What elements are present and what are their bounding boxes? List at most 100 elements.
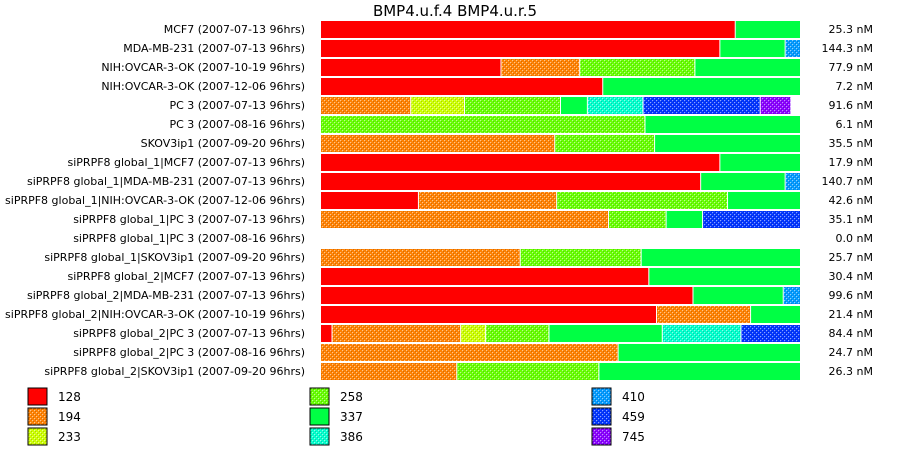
bar-segment-128[interactable]: [321, 268, 649, 285]
bar-segment-233[interactable]: [461, 325, 486, 342]
row-total: 25.7 nM: [829, 251, 873, 264]
bar-segment-258[interactable]: [465, 97, 560, 114]
bar-segment-337[interactable]: [701, 173, 785, 190]
row-total: 35.1 nM: [829, 213, 873, 226]
bar-segment-194[interactable]: [321, 135, 555, 152]
legend-swatch-745: [591, 427, 612, 446]
row-label: NIH:OVCAR-3-OK (2007-12-06 96hrs): [101, 80, 305, 93]
bar-segment-194[interactable]: [321, 97, 411, 114]
bar-segment-410[interactable]: [785, 40, 800, 57]
bar-segment-337[interactable]: [735, 21, 800, 38]
legend-swatch-386: [309, 427, 330, 446]
bar-segment-194[interactable]: [321, 363, 457, 380]
bar-segment-337[interactable]: [641, 249, 800, 266]
row-total: 30.4 nM: [829, 270, 873, 283]
bar-segment-128[interactable]: [321, 59, 501, 76]
bar-segment-386[interactable]: [662, 325, 741, 342]
row-label: siPRPF8 global_1|PC 3 (2007-07-13 96hrs): [73, 213, 305, 226]
bar-segment-745[interactable]: [760, 97, 791, 114]
row-total: 0.0 nM: [836, 232, 873, 245]
bar-segment-194[interactable]: [657, 306, 751, 323]
legend-label-386: 386: [340, 430, 363, 444]
bar-segment-337[interactable]: [603, 78, 800, 95]
bar-segment-128[interactable]: [321, 173, 701, 190]
row-total: 144.3 nM: [822, 42, 873, 55]
bar-segment-337[interactable]: [561, 97, 587, 114]
row-label: siPRPF8 global_2|MDA-MB-231 (2007-07-13 …: [27, 289, 305, 302]
row-total: 21.4 nM: [829, 308, 873, 321]
row-total: 17.9 nM: [829, 156, 873, 169]
bar-segment-337[interactable]: [693, 287, 783, 304]
bar-segment-194[interactable]: [332, 325, 461, 342]
bar-segment-337[interactable]: [599, 363, 800, 380]
bar-segment-128[interactable]: [321, 325, 332, 342]
legend-swatch-337: [309, 407, 330, 426]
legend-swatch-194: [27, 407, 48, 426]
row-total: 99.6 nM: [829, 289, 873, 302]
legend-label-459: 459: [622, 410, 645, 424]
bar-segment-128[interactable]: [321, 40, 720, 57]
legend-swatch-128: [27, 387, 48, 406]
bar-segment-128[interactable]: [321, 78, 603, 95]
bar-segment-258[interactable]: [486, 325, 549, 342]
bar-segment-128[interactable]: [321, 287, 693, 304]
bar-segment-258[interactable]: [555, 135, 655, 152]
bar-segment-337[interactable]: [728, 192, 800, 209]
bar-segment-337[interactable]: [720, 40, 785, 57]
legend-swatch-459: [591, 407, 612, 426]
bar-segment-233[interactable]: [411, 97, 464, 114]
legend-swatch-410: [591, 387, 612, 406]
row-total: 26.3 nM: [829, 365, 873, 378]
row-label: siPRPF8 global_2|MCF7 (2007-07-13 96hrs): [68, 270, 306, 283]
bar-segment-459[interactable]: [741, 325, 800, 342]
bar-segment-337[interactable]: [549, 325, 662, 342]
bar-segment-337[interactable]: [655, 135, 800, 152]
bar-segment-194[interactable]: [501, 59, 580, 76]
bar-segment-194[interactable]: [321, 344, 618, 361]
bar-segment-194[interactable]: [321, 211, 608, 228]
row-label: siPRPF8 global_1|MCF7 (2007-07-13 96hrs): [68, 156, 306, 169]
bar-segment-128[interactable]: [321, 306, 656, 323]
legend-label-258: 258: [340, 390, 363, 404]
bar-segment-410[interactable]: [785, 173, 800, 190]
bar-segment-128[interactable]: [321, 192, 418, 209]
row-total: 84.4 nM: [829, 327, 873, 340]
row-total: 77.9 nM: [829, 61, 873, 74]
row-label: siPRPF8 global_2|SKOV3ip1 (2007-09-20 96…: [44, 365, 305, 378]
legend-label-410: 410: [622, 390, 645, 404]
bar-segment-258[interactable]: [580, 59, 695, 76]
bar-segment-386[interactable]: [587, 97, 643, 114]
bar-segment-258[interactable]: [321, 116, 645, 133]
bar-segment-459[interactable]: [643, 97, 760, 114]
bar-segment-337[interactable]: [720, 154, 800, 171]
bar-segment-194[interactable]: [418, 192, 557, 209]
row-label: PC 3 (2007-07-13 96hrs): [169, 99, 305, 112]
bar-segment-337[interactable]: [649, 268, 800, 285]
row-total: 42.6 nM: [829, 194, 873, 207]
bar-segment-128[interactable]: [321, 21, 735, 38]
bar-segment-258[interactable]: [520, 249, 641, 266]
bar-segment-128[interactable]: [321, 154, 720, 171]
row-total: 140.7 nM: [822, 175, 873, 188]
bar-segment-337[interactable]: [618, 344, 800, 361]
legend-label-745: 745: [622, 430, 645, 444]
legend-label-337: 337: [340, 410, 363, 424]
bar-segment-337[interactable]: [695, 59, 800, 76]
bar-segment-410[interactable]: [783, 287, 800, 304]
bar-segment-258[interactable]: [557, 192, 728, 209]
bar-segment-258[interactable]: [609, 211, 666, 228]
row-total: 35.5 nM: [829, 137, 873, 150]
bar-segment-337[interactable]: [751, 306, 800, 323]
row-label: SKOV3ip1 (2007-09-20 96hrs): [141, 137, 305, 150]
row-total: 25.3 nM: [829, 23, 873, 36]
row-label: NIH:OVCAR-3-OK (2007-10-19 96hrs): [101, 61, 305, 74]
bar-segment-194[interactable]: [321, 249, 520, 266]
row-label: siPRPF8 global_1|NIH:OVCAR-3-OK (2007-12…: [5, 194, 305, 207]
bar-segment-459[interactable]: [703, 211, 800, 228]
row-label: PC 3 (2007-08-16 96hrs): [169, 118, 305, 131]
bar-segment-258[interactable]: [457, 363, 599, 380]
bar-segment-337[interactable]: [666, 211, 703, 228]
row-label: MDA-MB-231 (2007-07-13 96hrs): [123, 42, 305, 55]
bar-segment-337[interactable]: [645, 116, 800, 133]
